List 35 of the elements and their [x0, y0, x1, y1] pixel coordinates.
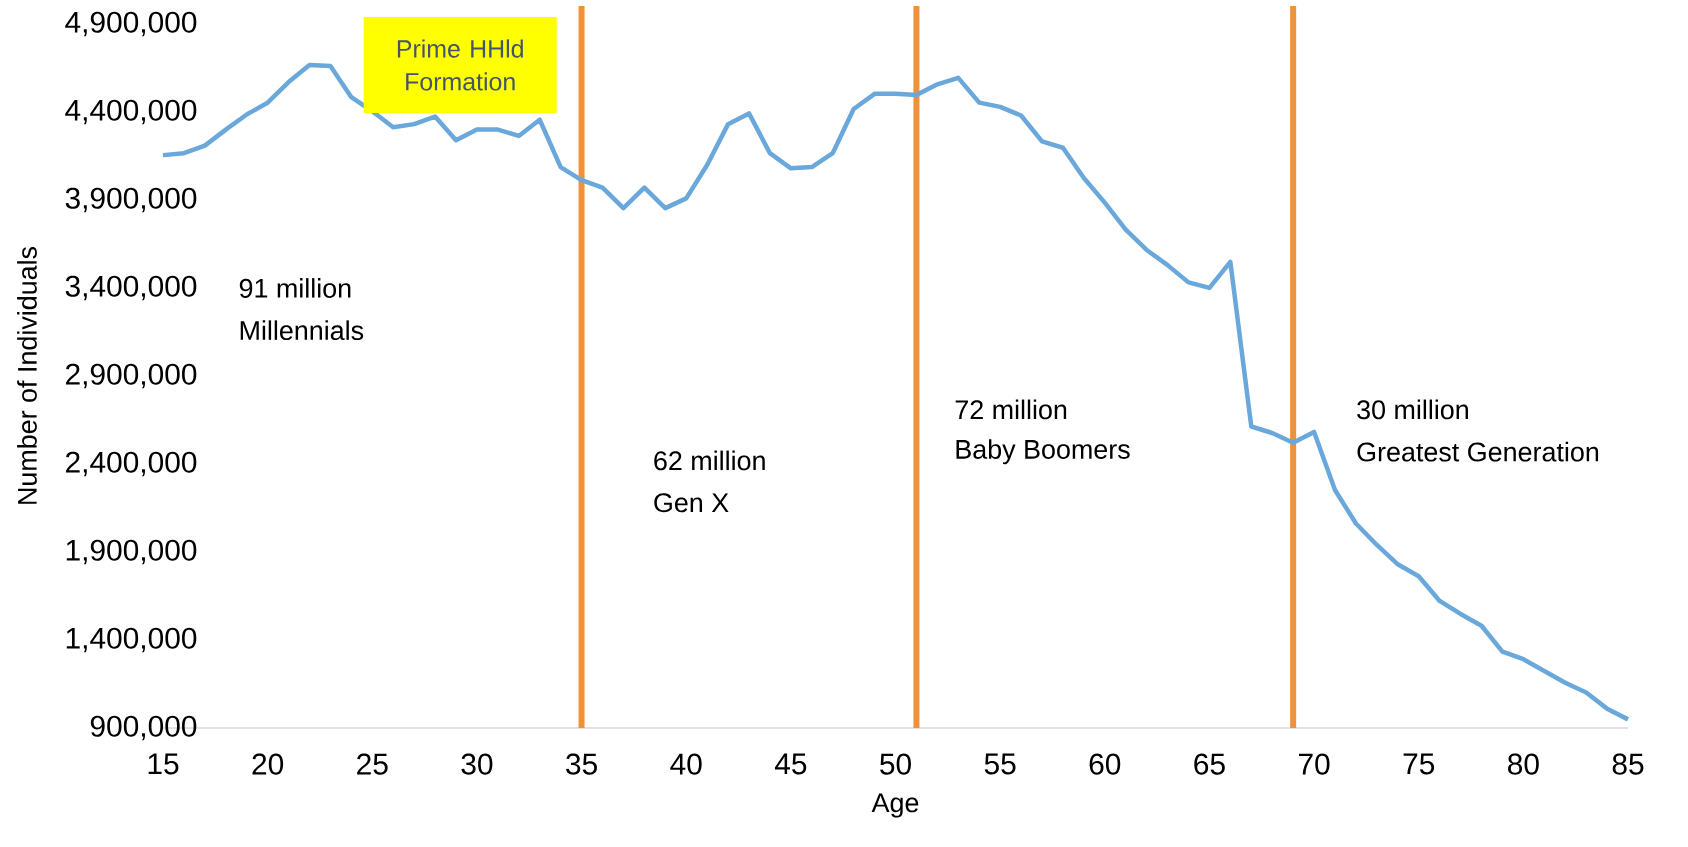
annotation: 30 million — [1357, 399, 1468, 420]
x-tick-label: 85 — [1612, 753, 1644, 775]
x-tick-label: 75 — [1403, 753, 1435, 775]
annotation: 72 million — [955, 399, 1067, 420]
x-tick-label: 65 — [1194, 753, 1225, 775]
y-tick-label: 4,400,000 — [65, 99, 197, 125]
annotation: Baby Boomers — [956, 439, 1130, 465]
annotation: Millennials — [240, 320, 364, 341]
x-tick-label: 15 — [148, 753, 179, 775]
annotation: 62 million — [654, 450, 765, 471]
y-tick-label: 900,000 — [90, 715, 197, 741]
x-tick-label: 25 — [357, 753, 388, 775]
y-axis-title: Number of Individuals — [17, 246, 37, 504]
y-tick-label: 3,900,000 — [65, 187, 197, 213]
x-tick-label: 80 — [1508, 753, 1539, 775]
x-tick-label: 40 — [670, 753, 702, 775]
y-tick-label: 2,400,000 — [66, 451, 197, 477]
x-tick-label: 20 — [252, 753, 284, 775]
y-tick-label: 1,400,000 — [66, 627, 197, 653]
y-tick-label: 4,900,000 — [65, 11, 197, 37]
annotation: 91 million — [239, 278, 351, 298]
x-tick-label: 50 — [880, 753, 911, 775]
x-axis-title: Age — [871, 793, 919, 818]
x-tick-label: 55 — [984, 753, 1016, 775]
annotation: Prime HHld Formation — [397, 39, 523, 91]
x-tick-label: 35 — [566, 753, 597, 775]
annotation: Greatest Generation — [1357, 441, 1599, 462]
y-tick-label: 2,900,000 — [66, 363, 197, 389]
y-tick-label: 1,900,000 — [66, 539, 197, 565]
y-tick-label: 3,400,000 — [65, 275, 197, 301]
x-tick-label: 70 — [1298, 753, 1330, 775]
annotation: Gen X — [654, 493, 729, 513]
x-tick-label: 60 — [1089, 753, 1121, 775]
x-tick-label: 30 — [461, 753, 493, 775]
x-tick-label: 45 — [774, 753, 807, 775]
